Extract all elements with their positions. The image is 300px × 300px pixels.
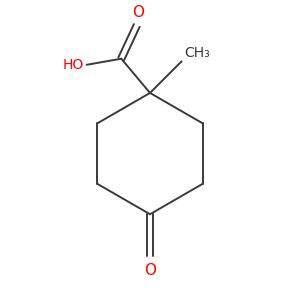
- Text: CH₃: CH₃: [184, 46, 210, 60]
- Text: O: O: [144, 263, 156, 278]
- Text: O: O: [132, 5, 144, 20]
- Text: HO: HO: [63, 58, 84, 72]
